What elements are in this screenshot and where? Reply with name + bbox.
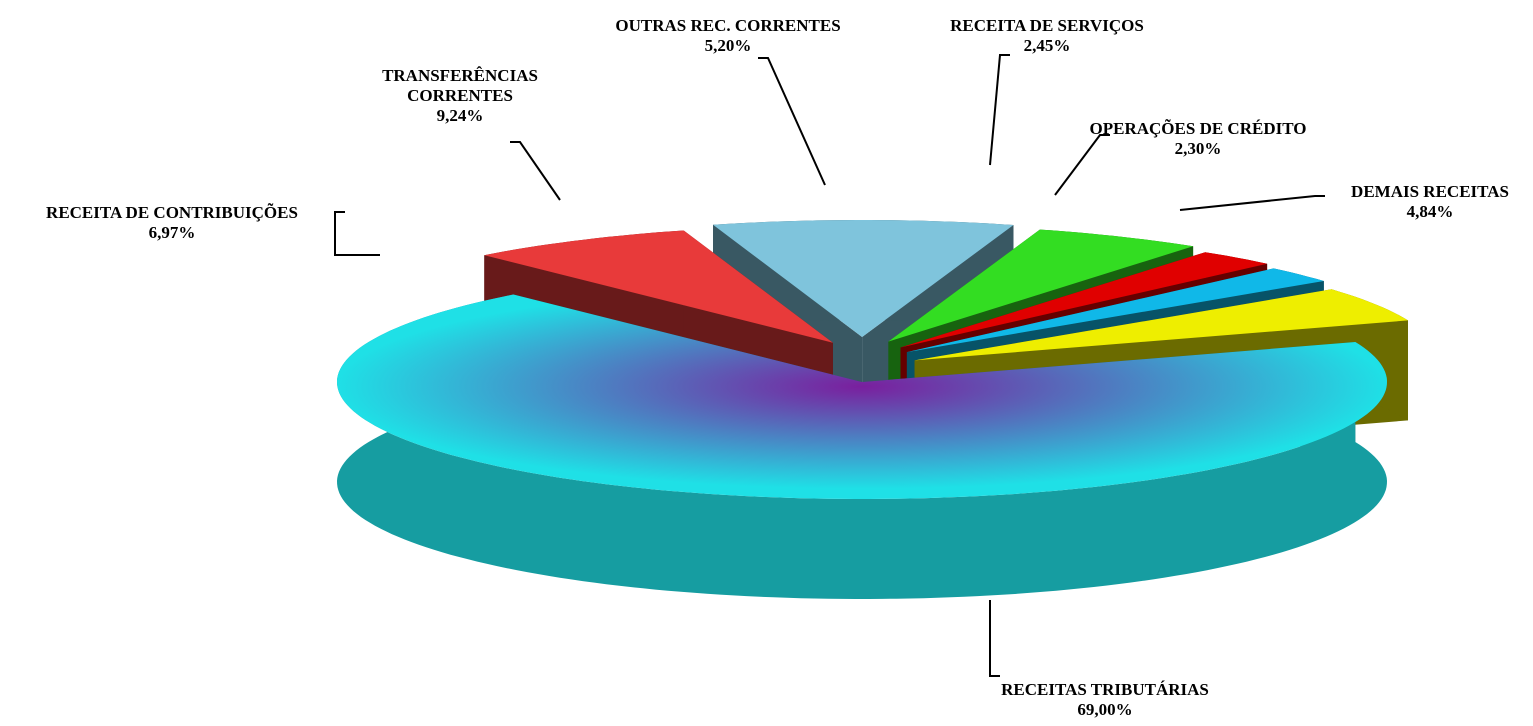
slice-label: RECEITA DE SERVIÇOS 2,45%: [950, 16, 1144, 56]
slice-label: TRANSFERÊNCIAS CORRENTES 9,24%: [375, 66, 545, 126]
value-label: 69,00%: [1077, 700, 1133, 719]
leader-line: [989, 54, 1010, 166]
slice: [900, 252, 1268, 348]
slice-label: RECEITAS TRIBUTÁRIAS 69,00%: [1001, 680, 1209, 720]
slice-label: DEMAIS RECEITAS 4,84%: [1351, 182, 1509, 222]
leader-line: [334, 211, 380, 256]
value-label: 9,24%: [436, 106, 484, 125]
value-label: 4,84%: [1406, 202, 1454, 221]
slice: [888, 229, 1194, 342]
slice-wall: [337, 294, 1387, 599]
slice-label: OPERAÇÕES DE CRÉDITO 2,30%: [1090, 119, 1307, 159]
category-label: RECEITA DE SERVIÇOS: [950, 16, 1144, 35]
value-label: 2,30%: [1174, 139, 1222, 158]
leader-line: [989, 600, 1000, 677]
leader-line: [510, 141, 561, 201]
leader-line: [758, 57, 826, 186]
category-label: RECEITA DE CONTRIBUIÇÕES: [46, 203, 298, 222]
slice-label: RECEITA DE CONTRIBUIÇÕES 6,97%: [46, 203, 298, 243]
category-label: DEMAIS RECEITAS: [1351, 182, 1509, 201]
category-label: TRANSFERÊNCIAS CORRENTES: [382, 66, 538, 105]
category-label: OPERAÇÕES DE CRÉDITO: [1089, 119, 1307, 138]
slice: [484, 230, 833, 343]
slice: [713, 220, 1014, 337]
category-label: OUTRAS REC. CORRENTES: [615, 16, 841, 35]
leader-line: [1179, 195, 1325, 211]
category-label: RECEITAS TRIBUTÁRIAS: [1001, 680, 1209, 699]
value-label: 2,45%: [1023, 36, 1071, 55]
slice-label: OUTRAS REC. CORRENTES 5,20%: [615, 16, 840, 56]
slice: [906, 268, 1324, 353]
slice: [914, 289, 1408, 361]
leader-line: [1054, 134, 1110, 196]
slice: [337, 294, 1387, 499]
value-label: 5,20%: [704, 36, 752, 55]
value-label: 6,97%: [148, 223, 196, 242]
